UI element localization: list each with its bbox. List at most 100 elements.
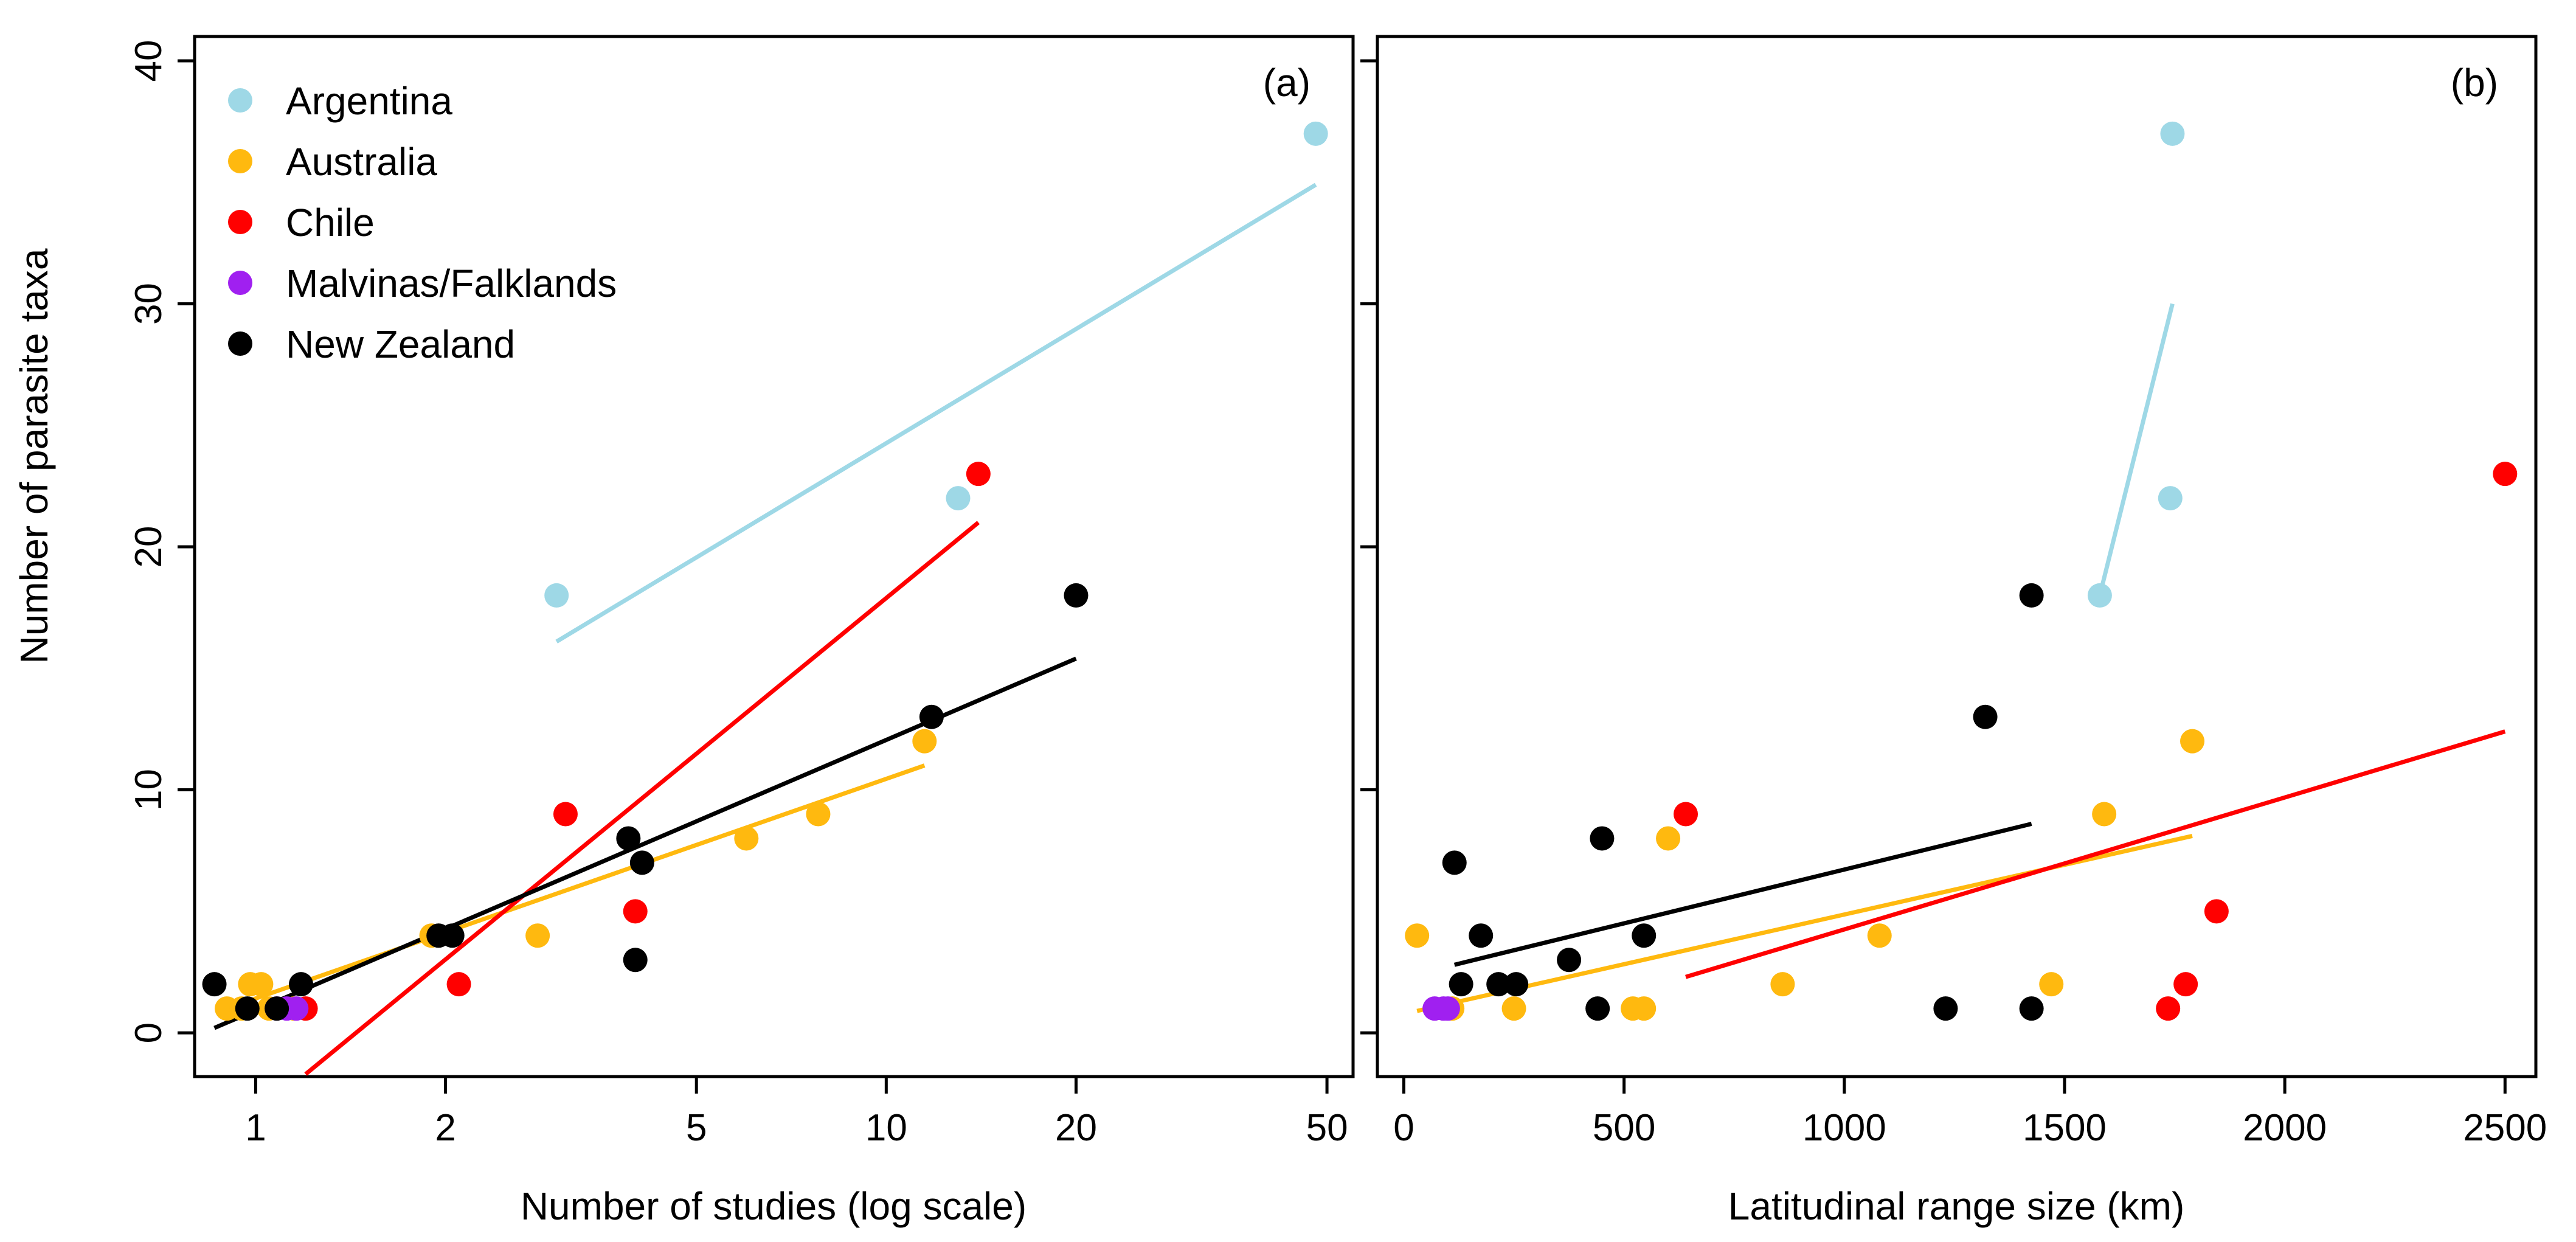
panel-a-point-new-zealand [440,923,465,948]
panel-a-point-new-zealand [289,972,314,997]
panel-b-point-new-zealand [1449,972,1473,997]
panel-b-axes: 0 500 1000 1500 2000 2500 [1360,59,2547,1149]
panel-b-point-argentina [2087,583,2112,608]
panel-b-point-chile [2493,462,2518,487]
panel-a-x-axis-title: Number of studies (log scale) [521,1184,1027,1228]
panel-a-point-new-zealand [265,996,289,1021]
panel-b-point-australia [1867,923,1892,948]
panel-a-x-tick-label: 10 [865,1107,907,1149]
panel-a-fit-line-australia [226,763,926,1011]
panel-b-frame [1376,35,2538,1078]
panel-b-fit-lines [1416,303,2506,1013]
panel-a-tag: (a) [1263,61,1311,105]
panel-b-fit-line-argentina [2097,303,2175,596]
panel-a: 1 2 5 10 20 50 0 10 20 30 40 Number of studies (lo… [128,35,1355,1228]
legend-marker-australia [228,149,252,173]
panel-b-point-australia [2092,802,2117,827]
panel-a-point-australia [806,802,831,827]
panel-a-point-new-zealand [623,948,648,973]
y-axis-title: Number of parasite taxa [12,248,56,664]
panel-b-point-new-zealand [1933,996,1958,1021]
panel-b-point-australia [1632,996,1657,1021]
legend: Argentina Australia Chile Malvinas/Falkl… [228,79,617,366]
panel-b-point-new-zealand [2019,583,2044,608]
panel-b-point-australia [1770,972,1795,997]
panel-b-x-tick-label: 1000 [1802,1107,1886,1149]
panel-b-x-axis-title: Latitudinal range size (km) [1728,1184,2185,1228]
panel-a-point-argentina [946,486,971,511]
panel-b-point-australia [1405,923,1430,948]
panel-a-y-tick-label: 20 [128,526,170,568]
panel-a-x-tick-label: 1 [245,1107,266,1149]
panel-b-point-malvinas-falklands [1435,996,1460,1021]
panel-a-point-argentina [1303,121,1328,146]
panel-a-point-australia [525,923,550,948]
legend-label-argentina: Argentina [286,79,452,123]
panel-a-frame [193,35,1355,1078]
panel-b-fit-line-chile [1685,729,2506,979]
panel-a-fit-line-new-zealand [213,656,1077,1030]
panel-a-y-tick-label: 40 [128,40,170,82]
panel-a-x-tick-label: 5 [686,1107,707,1149]
panel-a-axes: 1 2 5 10 20 50 0 10 20 30 40 [128,40,1348,1149]
panel-b-point-chile [2156,996,2181,1021]
legend-marker-chile [228,210,252,234]
panel-a-point-new-zealand [202,972,227,997]
panel-a-point-australia [249,972,274,997]
panel-a-point-new-zealand [919,704,944,729]
panel-a-point-new-zealand [616,826,641,851]
panel-b-point-argentina [2160,121,2185,146]
panel-b-point-new-zealand [1585,996,1610,1021]
panel-b-tag: (b) [2451,61,2498,105]
panel-b-point-new-zealand [1504,972,1529,997]
panel-a-point-australia [734,826,759,851]
panel-b-point-chile [2204,899,2229,924]
panel-a-point-argentina [544,583,569,608]
legend-label-new-zealand: New Zealand [286,322,515,366]
panel-b-point-new-zealand [1590,826,1615,851]
panel-a-fit-line-argentina [555,182,1317,644]
legend-marker-argentina [228,88,252,113]
panel-b-point-australia [2039,972,2064,997]
legend-marker-new-zealand [228,331,252,356]
panel-a-point-new-zealand [1064,583,1089,608]
panel-a-x-tick-label: 2 [435,1107,455,1149]
panel-b-x-tick-label: 2500 [2463,1107,2547,1149]
legend-marker-malvinas-falklands [228,271,252,295]
panel-a-point-chile [623,899,648,924]
panel-a-point-australia [912,729,937,754]
panel-b-point-argentina [2158,486,2183,511]
panel-b: 0 500 1000 1500 2000 2500 Latitudinal range s… [1360,35,2547,1228]
panel-a-point-chile [553,802,578,827]
panel-b-point-new-zealand [1469,923,1494,948]
panel-b-point-chile [1674,802,1698,827]
panel-a-y-tick-label: 0 [128,1022,170,1043]
panel-b-x-tick-label: 1500 [2023,1107,2107,1149]
panel-a-y-tick-label: 30 [128,283,170,325]
panel-b-points [1405,121,2518,1021]
panel-a-point-chile [966,462,991,487]
panel-a-fit-lines [213,182,1317,1076]
panel-b-point-new-zealand [2019,996,2044,1021]
panel-a-point-new-zealand [235,996,260,1021]
panel-a-x-tick-label: 50 [1306,1107,1348,1149]
legend-label-chile: Chile [286,201,375,245]
panel-b-point-new-zealand [1486,972,1511,997]
panel-a-point-new-zealand [629,850,654,875]
panel-b-x-tick-label: 0 [1393,1107,1414,1149]
legend-label-malvinas-falklands: Malvinas/Falklands [286,262,617,305]
legend-label-australia: Australia [286,140,437,184]
panel-b-point-australia [1501,996,1526,1021]
panel-a-fit-line-chile [304,521,980,1076]
panel-b-x-tick-label: 2000 [2243,1107,2327,1149]
panel-a-point-malvinas-falklands [284,996,309,1021]
panel-a-points [202,121,1328,1021]
panel-a-x-tick-label: 20 [1055,1107,1097,1149]
panel-a-point-chile [446,972,471,997]
panel-b-point-new-zealand [1442,850,1467,875]
panel-a-y-tick-label: 10 [128,769,170,811]
panel-b-point-new-zealand [1632,923,1657,948]
panel-b-point-chile [2173,972,2198,997]
panel-b-point-new-zealand [1973,704,1998,729]
